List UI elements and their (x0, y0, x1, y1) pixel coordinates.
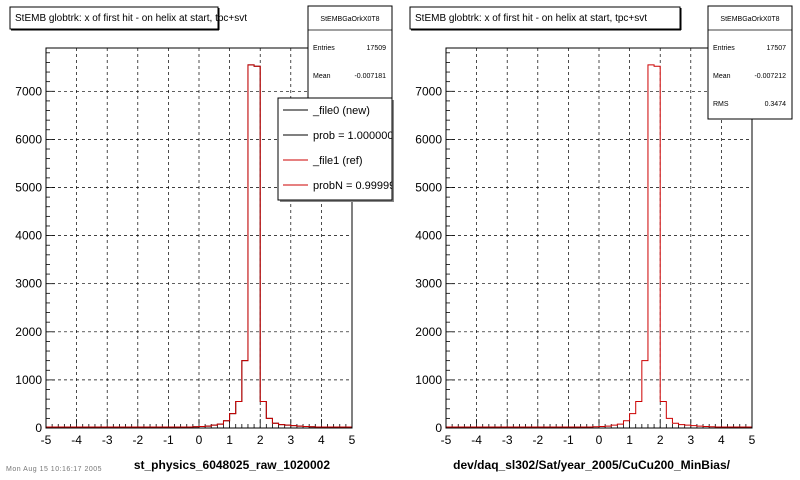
legend-entry-label: _file0 (new) (312, 105, 370, 117)
y-tick-label: 7000 (15, 84, 42, 98)
y-tick-label: 3000 (415, 277, 442, 291)
footer-timestamp: Mon Aug 15 10:16:17 2005 (6, 466, 103, 473)
y-tick-label: 4000 (15, 229, 42, 243)
stats-box (707, 5, 793, 120)
title-box (409, 6, 681, 30)
x-tick-label: -3 (102, 433, 113, 447)
chart-title: StEMB globtrk: x of first hit - on helix… (415, 13, 647, 24)
stats-value: 17509 (367, 45, 387, 52)
legend-entry-label: prob = 1.000000 (313, 130, 393, 142)
y-tick-label: 4000 (415, 229, 442, 243)
stats-box-title: StEMBGaOrkX0T8 (320, 16, 379, 23)
x-tick-label: 2 (657, 433, 664, 447)
x-tick-label: 4 (718, 433, 725, 447)
y-tick-label: 3000 (15, 277, 42, 291)
y-tick-label: 7000 (415, 84, 442, 98)
plot-area (446, 48, 752, 428)
stats-value: 0.3474 (765, 101, 787, 108)
stats-label: Entries (713, 45, 735, 52)
x-tick-label: -5 (41, 433, 52, 447)
x-tick-label: -5 (441, 433, 452, 447)
chart-title: StEMB globtrk: x of first hit - on helix… (15, 13, 247, 24)
x-tick-label: 0 (196, 433, 203, 447)
histogram-series-2 (45, 64, 353, 428)
legend: _file0 (new) prob = 1.000000 _file1 (ref) p… (277, 97, 401, 202)
y-tick-label: 2000 (15, 325, 42, 339)
x-tick-label: 5 (749, 433, 756, 447)
stats-label: Mean (713, 73, 731, 80)
x-tick-label: -1 (163, 433, 174, 447)
stats-box (307, 5, 393, 101)
y-tick-label: 0 (35, 421, 42, 435)
stats-value: -0.007212 (754, 73, 786, 80)
y-tick-label: 6000 (15, 132, 42, 146)
x-tick-label: 1 (226, 433, 233, 447)
stats-label: RMS (713, 101, 729, 108)
x-tick-label: 2 (257, 433, 264, 447)
y-tick-label: 2000 (415, 325, 442, 339)
x-tick-label: -4 (71, 433, 82, 447)
chart-panel-2: 0 1000 2000 3000 4000 5000 6000 7000 -5 -4 -3 -2 -1 0… (409, 5, 793, 472)
stats-value: -0.007181 (354, 73, 386, 80)
stats-label: Entries (313, 45, 335, 52)
y-tick-label: 6000 (415, 132, 442, 146)
y-tick-label: 1000 (415, 373, 442, 387)
grid-lines (446, 48, 752, 428)
plot-frame (45, 47, 353, 429)
x-tick-label: -2 (532, 433, 543, 447)
x-axis-title: st_physics_6048025_raw_1020002 (134, 458, 330, 472)
y-tick-label: 5000 (15, 180, 42, 194)
x-tick-label: 5 (349, 433, 356, 447)
x-tick-label: -1 (563, 433, 574, 447)
legend-box (277, 97, 393, 201)
stats-label: Mean (313, 73, 331, 80)
y-tick-label: 0 (435, 421, 442, 435)
x-tick-label: -4 (471, 433, 482, 447)
legend-entries: _file0 (new) prob = 1.000000 _file1 (ref) p… (283, 105, 401, 192)
x-tick-label: 3 (287, 433, 294, 447)
histogram-series-1 (445, 64, 753, 428)
stats-box-title: StEMBGaOrkX0T8 (720, 16, 779, 23)
legend-entry-label: probN = 0.999999 (313, 180, 401, 192)
legend-entry-label: _file1 (ref) (312, 155, 363, 167)
stats-value: 17507 (767, 45, 787, 52)
chart-panel-1: 0 1000 2000 3000 4000 5000 6000 7000 -5 -4 -3 -2 -1 0… (9, 5, 401, 472)
x-tick-label: -3 (502, 433, 513, 447)
plot-frame (445, 47, 753, 429)
y-tick-label: 1000 (15, 373, 42, 387)
x-tick-label: 4 (318, 433, 325, 447)
x-tick-label: 1 (626, 433, 633, 447)
x-axis-title: dev/daq_sl302/Sat/year_2005/CuCu200_MinB… (453, 458, 730, 472)
y-tick-label: 5000 (415, 180, 442, 194)
title-box (9, 6, 219, 30)
x-tick-label: 3 (687, 433, 694, 447)
x-tick-label: -2 (132, 433, 143, 447)
x-tick-label: 0 (596, 433, 603, 447)
